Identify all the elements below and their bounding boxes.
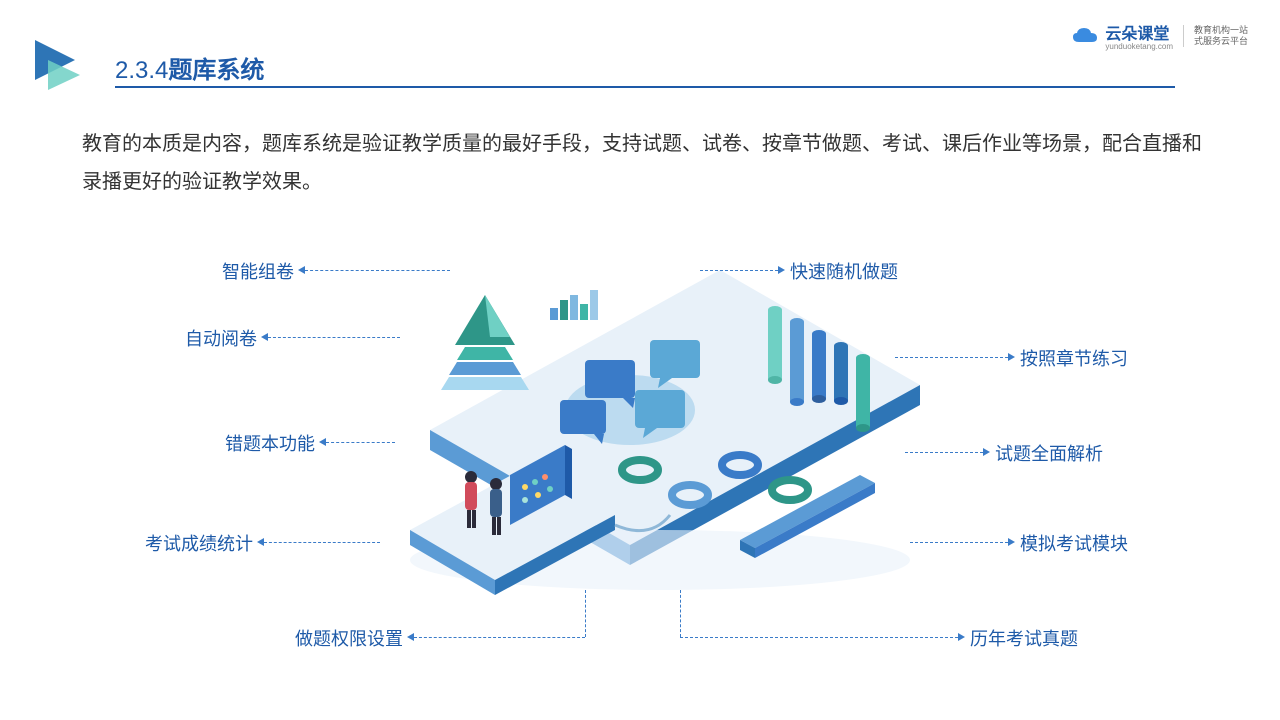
callout-left-3: 考试成绩统计: [145, 530, 253, 556]
section-title-text: 题库系统: [168, 57, 264, 84]
arrow-right-1: [1008, 353, 1015, 361]
dash-right-3: [910, 542, 1008, 543]
pyramid-icon: [441, 295, 529, 390]
arrow-right-2: [983, 448, 990, 456]
dash-right-2: [905, 452, 983, 453]
header-logo-icon: [30, 30, 90, 90]
dash-left-2: [326, 442, 395, 443]
dash-left-3: [264, 542, 380, 543]
callout-right-0: 快速随机做题: [790, 258, 898, 284]
callout-left-0: 智能组卷: [222, 258, 294, 284]
title-underline: [115, 86, 1175, 88]
brand-tagline: 教育机构一站式服务云平台: [1194, 25, 1250, 47]
dash-left-1: [268, 337, 400, 338]
brand-box: 云朵课堂 yunduoketang.com 教育机构一站式服务云平台: [1071, 20, 1250, 51]
dash-right-0: [700, 270, 778, 271]
arrow-left-2: [319, 438, 326, 446]
callout-left-4: 做题权限设置: [295, 625, 403, 651]
dash-right-v-4: [680, 590, 681, 637]
callout-right-4: 历年考试真题: [970, 625, 1078, 651]
arrow-left-0: [298, 266, 305, 274]
dash-right-h-4: [680, 637, 958, 638]
dash-left-0: [305, 270, 450, 271]
brand-name: 云朵课堂: [1105, 26, 1169, 43]
dash-left-v-4: [585, 590, 586, 637]
arrow-left-4: [407, 633, 414, 641]
callout-right-3: 模拟考试模块: [1020, 530, 1128, 556]
diagram-area: 智能组卷自动阅卷错题本功能考试成绩统计做题权限设置 快速随机做题按照章节练习试题…: [0, 230, 1280, 700]
section-title: 2.3.4题库系统: [115, 50, 264, 85]
arrow-right-0: [778, 266, 785, 274]
callout-right-1: 按照章节练习: [1020, 345, 1128, 371]
brand-divider: [1183, 25, 1184, 47]
arrow-right-4: [958, 633, 965, 641]
dash-left-h-4: [414, 637, 585, 638]
arrow-left-1: [261, 333, 268, 341]
description-text: 教育的本质是内容，题库系统是验证教学质量的最好手段，支持试题、试卷、按章节做题、…: [82, 125, 1202, 201]
dash-right-1: [895, 357, 1008, 358]
brand-sub: yunduoketang.com: [1105, 42, 1173, 51]
cloud-icon: [1071, 26, 1099, 46]
arrow-left-3: [257, 538, 264, 546]
mini-bars-icon: [550, 290, 598, 320]
arrow-right-3: [1008, 538, 1015, 546]
callout-right-2: 试题全面解析: [995, 440, 1103, 466]
isometric-illustration: [340, 250, 940, 650]
section-number: 2.3.4: [115, 57, 168, 84]
callout-left-2: 错题本功能: [225, 430, 315, 456]
callout-left-1: 自动阅卷: [185, 325, 257, 351]
